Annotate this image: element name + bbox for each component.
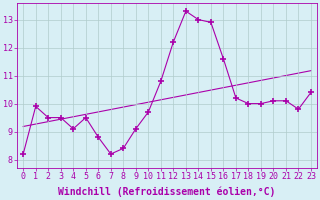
X-axis label: Windchill (Refroidissement éolien,°C): Windchill (Refroidissement éolien,°C) — [58, 187, 276, 197]
